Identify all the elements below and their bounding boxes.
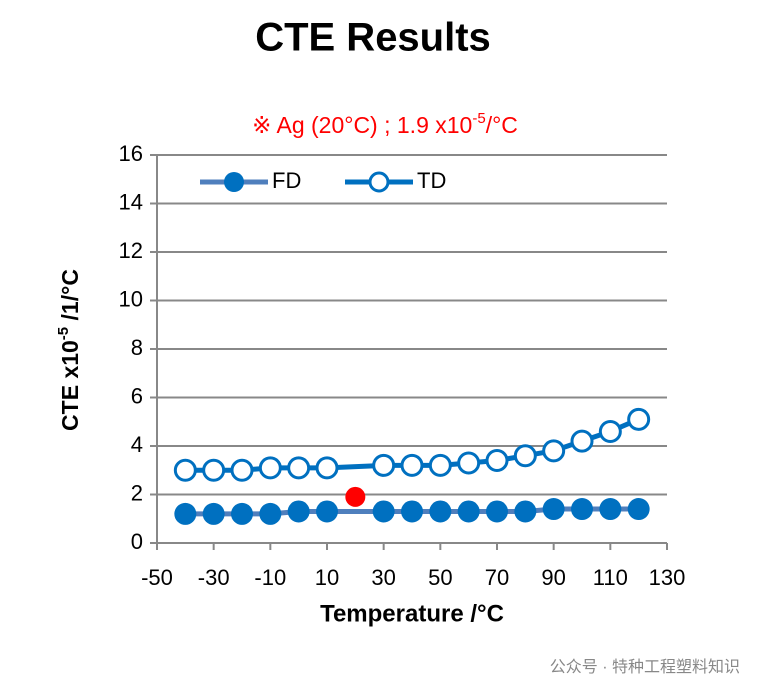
data-point bbox=[513, 444, 537, 468]
legend-label: FD bbox=[272, 168, 301, 193]
data-point bbox=[174, 502, 197, 525]
x-tick-label: -10 bbox=[254, 565, 286, 590]
data-point bbox=[315, 456, 339, 480]
data-point bbox=[571, 498, 593, 521]
data-point bbox=[486, 500, 508, 523]
y-tick-label: 2 bbox=[131, 480, 143, 505]
watermark: 公众号 · 特种工程塑料知识 bbox=[550, 658, 740, 676]
data-point bbox=[258, 456, 282, 480]
annotation-point bbox=[345, 486, 366, 507]
annotation-text: ※ Ag (20°C) ; 1.9 x10 bbox=[252, 112, 472, 138]
data-point bbox=[429, 500, 452, 523]
x-tick-label: 130 bbox=[649, 565, 686, 590]
series-line bbox=[185, 506, 639, 517]
y-tick-label: 10 bbox=[119, 286, 143, 311]
y-tick-label: 16 bbox=[119, 141, 143, 166]
data-point bbox=[598, 419, 622, 443]
x-tick-label: 30 bbox=[371, 565, 395, 590]
x-tick-label: 50 bbox=[428, 565, 452, 590]
data-point bbox=[400, 453, 424, 477]
x-tick-label: 70 bbox=[485, 565, 509, 590]
series-line bbox=[185, 417, 640, 473]
x-tick-label: -30 bbox=[198, 565, 230, 590]
data-point bbox=[287, 456, 311, 480]
data-point bbox=[457, 451, 481, 475]
annotation-text: /°C bbox=[486, 112, 518, 138]
data-point bbox=[231, 502, 253, 525]
data-point bbox=[372, 453, 396, 477]
y-tick-label: 12 bbox=[119, 238, 143, 263]
y-label-text: CTE x10 bbox=[57, 340, 83, 431]
x-tick-label: 110 bbox=[593, 565, 628, 590]
annotation-sup: -5 bbox=[472, 110, 485, 127]
data-point bbox=[401, 500, 423, 523]
legend-marker bbox=[224, 172, 244, 192]
data-point bbox=[457, 500, 480, 523]
x-tick-label: -50 bbox=[141, 565, 173, 590]
data-point bbox=[627, 498, 650, 521]
data-point bbox=[259, 502, 282, 525]
data-point bbox=[287, 500, 310, 523]
data-point bbox=[230, 458, 254, 482]
data-point bbox=[372, 500, 395, 523]
x-axis-label: Temperature /°C bbox=[320, 600, 504, 627]
x-tick-label: 90 bbox=[541, 565, 565, 590]
data-point bbox=[570, 429, 594, 453]
x-tick-label: 10 bbox=[315, 565, 339, 590]
data-point bbox=[316, 500, 338, 523]
annotation: ※ Ag (20°C) ; 1.9 x10-5/°C bbox=[252, 110, 518, 138]
data-point bbox=[202, 502, 225, 525]
chart-title: CTE Results bbox=[255, 16, 491, 60]
data-point bbox=[514, 500, 537, 523]
data-point bbox=[542, 498, 565, 521]
data-point bbox=[428, 453, 452, 477]
y-tick-label: 0 bbox=[131, 529, 143, 554]
y-tick-label: 6 bbox=[131, 383, 143, 408]
data-point bbox=[202, 458, 226, 482]
y-label-text: /1/°C bbox=[57, 269, 83, 327]
legend-label: TD bbox=[417, 168, 446, 193]
data-point bbox=[542, 439, 566, 463]
data-point bbox=[599, 498, 622, 521]
y-axis-label: CTE x10-5 /1/°C bbox=[55, 269, 83, 431]
data-point bbox=[485, 449, 509, 473]
y-tick-label: 8 bbox=[131, 335, 143, 360]
y-tick-label: 14 bbox=[119, 189, 143, 214]
legend-marker bbox=[368, 171, 390, 193]
y-tick-label: 4 bbox=[131, 432, 143, 457]
data-point bbox=[173, 458, 197, 482]
data-point bbox=[627, 407, 651, 431]
y-label-sup: -5 bbox=[55, 327, 72, 340]
